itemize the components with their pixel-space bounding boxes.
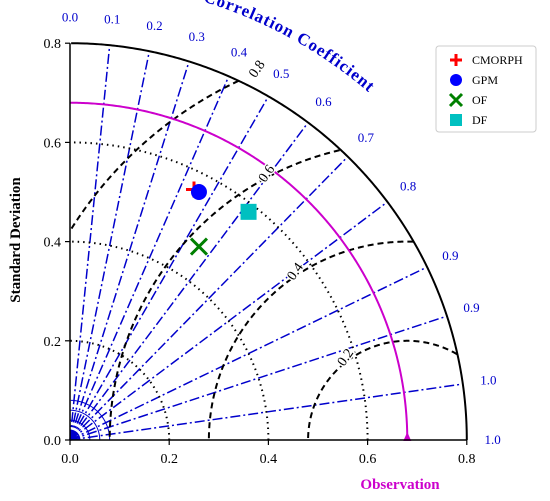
correlation-line-10 xyxy=(69,315,448,441)
correlation-tick-label-4: 0.4 xyxy=(231,45,248,60)
correlation-title-text: Correlation Coefficient xyxy=(202,0,378,96)
rms-contour-0 xyxy=(307,339,458,440)
std-contour-1 xyxy=(70,240,270,441)
correlation-line-6 xyxy=(69,122,309,441)
x-tick-label-0: 0.0 xyxy=(61,452,79,467)
marker-gpm xyxy=(190,184,207,200)
marker-of xyxy=(189,237,209,256)
correlation-tick-label-9: 0.9 xyxy=(442,248,458,263)
correlation-title: Correlation Coefficient xyxy=(202,0,379,96)
y-tick-label-2: 0.4 xyxy=(44,236,62,251)
legend-marker-gpm xyxy=(450,74,462,86)
correlation-line-4 xyxy=(69,76,230,441)
y-tick-label-0: 0.0 xyxy=(44,434,62,449)
correlation-tick-label-5: 0.5 xyxy=(273,66,289,81)
legend-box xyxy=(435,45,537,133)
correlation-tick-label-3: 0.3 xyxy=(189,29,205,44)
legend-label-df: DF xyxy=(472,113,488,127)
marker-df xyxy=(240,203,257,220)
observation-marker xyxy=(403,432,412,441)
correlation-tick-label-12: 1.0 xyxy=(484,432,500,447)
outer-arc xyxy=(71,42,468,440)
legend: CMORPH GPM OF DF xyxy=(435,45,537,133)
observation-arc xyxy=(70,101,409,440)
x-tick-label-3: 0.6 xyxy=(359,452,377,467)
correlation-tick-label-11: 1.0 xyxy=(480,372,496,387)
x-tick-label-4: 0.8 xyxy=(458,452,476,467)
y-tick-label-4: 0.8 xyxy=(44,37,62,52)
y-tick-label-3: 0.6 xyxy=(44,136,62,151)
rms-contour-2 xyxy=(108,149,340,440)
legend-label-gpm: GPM xyxy=(472,73,498,87)
grid-layer xyxy=(65,42,468,445)
correlation-tick-label-7: 0.7 xyxy=(358,130,375,145)
correlation-line-5 xyxy=(69,95,270,441)
x-tick-label-1: 0.2 xyxy=(160,452,178,467)
std-contour-2 xyxy=(70,141,369,441)
origin-arc xyxy=(70,429,81,441)
correlation-tick-label-10: 0.9 xyxy=(463,300,479,315)
correlation-line-7 xyxy=(69,156,349,441)
y-tick-label-1: 0.2 xyxy=(44,335,62,350)
origin-arc xyxy=(70,419,91,441)
legend-marker-of xyxy=(448,92,464,108)
correlation-tick-label-8: 0.8 xyxy=(400,178,416,193)
legend-items: CMORPH GPM OF DF xyxy=(448,53,523,127)
legend-marker-df xyxy=(450,114,462,126)
origin-arc xyxy=(70,409,101,441)
legend-label-cmorph: CMORPH xyxy=(472,53,523,67)
legend-marker-cmorph xyxy=(450,54,462,66)
correlation-line-3 xyxy=(69,61,190,441)
rms-contour-1 xyxy=(207,240,414,440)
correlation-tick-label-1: 0.1 xyxy=(104,12,120,27)
legend-label-of: OF xyxy=(472,93,488,107)
x-axis-title: Observation xyxy=(360,477,440,493)
x-tick-label-2: 0.4 xyxy=(260,452,278,467)
origin-arc xyxy=(70,399,111,441)
rms-contour-3 xyxy=(69,79,239,231)
correlation-tick-label-2: 0.2 xyxy=(146,18,162,33)
std-contour-0 xyxy=(70,339,171,440)
correlation-tick-label-0: 0.0 xyxy=(62,9,78,24)
rms-contour-label-0: 0.2 xyxy=(335,346,357,369)
marker-layer xyxy=(186,181,257,256)
y-axis-title: Standard Deviation xyxy=(8,177,24,303)
correlation-line-2 xyxy=(69,51,151,441)
correlation-tick-label-6: 0.6 xyxy=(315,94,332,109)
rms-contour-label-3: 0.8 xyxy=(246,58,268,81)
